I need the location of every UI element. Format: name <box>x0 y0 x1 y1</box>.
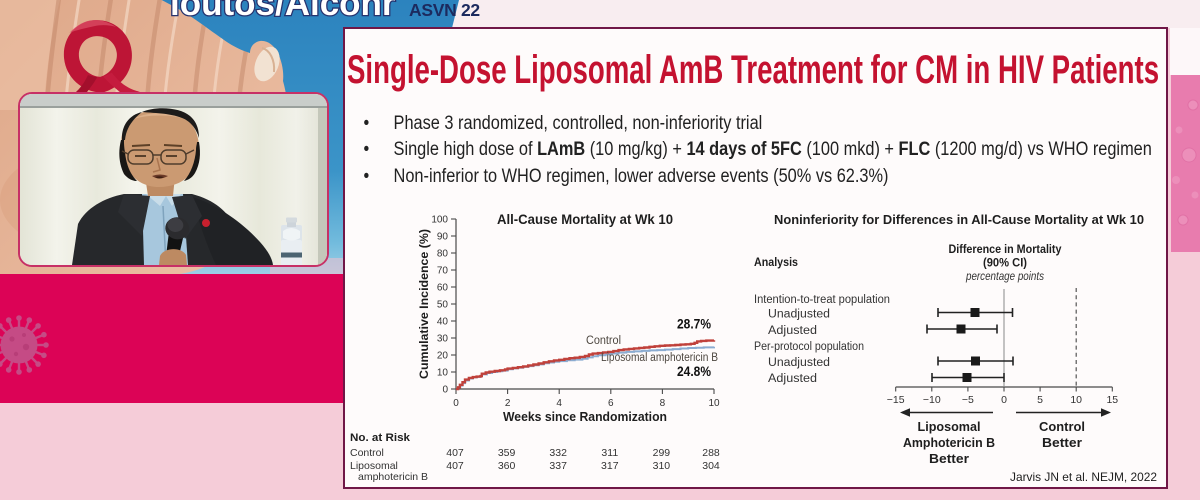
svg-text:40: 40 <box>437 317 449 328</box>
svg-text:80: 80 <box>437 249 449 260</box>
svg-text:20: 20 <box>437 351 449 362</box>
svg-text:Jarvis JN et al. NEJM, 2022: Jarvis JN et al. NEJM, 2022 <box>1010 470 1157 484</box>
svg-text:Control: Control <box>586 335 621 347</box>
svg-text:4: 4 <box>556 398 562 409</box>
svg-text:6: 6 <box>608 398 614 409</box>
svg-text:15: 15 <box>1106 394 1118 406</box>
svg-text:Control: Control <box>350 447 384 459</box>
svg-text:8: 8 <box>660 398 666 409</box>
svg-text:−10: −10 <box>923 394 941 406</box>
svg-text:Control: Control <box>1039 420 1085 434</box>
svg-text:10: 10 <box>708 398 720 409</box>
svg-text:Liposomal amphotericin B: Liposomal amphotericin B <box>601 352 718 364</box>
svg-text:ASVN 22: ASVN 22 <box>409 0 480 20</box>
svg-text:Weeks since Randomization: Weeks since Randomization <box>503 410 667 424</box>
svg-text:407: 407 <box>446 460 464 472</box>
svg-text:288: 288 <box>702 447 720 459</box>
svg-text:2: 2 <box>505 398 511 409</box>
svg-text:Unadjusted: Unadjusted <box>768 357 830 369</box>
svg-text:317: 317 <box>601 460 619 472</box>
svg-text:50: 50 <box>437 300 449 311</box>
svg-text:0: 0 <box>442 385 448 396</box>
svg-text:299: 299 <box>653 447 671 459</box>
svg-text:percentage points: percentage points <box>965 271 1044 283</box>
svg-text:−15: −15 <box>887 394 905 406</box>
svg-text:60: 60 <box>437 283 449 294</box>
svg-text:311: 311 <box>601 447 618 459</box>
svg-text:Better: Better <box>929 452 969 466</box>
svg-text:0: 0 <box>453 398 459 409</box>
svg-text:332: 332 <box>549 447 567 459</box>
svg-text:Analysis: Analysis <box>754 255 798 269</box>
svg-text:Liposomal: Liposomal <box>918 420 981 434</box>
svg-text:10: 10 <box>1070 394 1082 406</box>
svg-text:0: 0 <box>1001 394 1007 406</box>
svg-text:(90% CI): (90% CI) <box>983 256 1027 270</box>
svg-text:360: 360 <box>498 460 516 472</box>
svg-text:No. at Risk: No. at Risk <box>350 432 411 444</box>
svg-text:304: 304 <box>702 460 720 472</box>
svg-text:loutos/Alcohr: loutos/Alcohr <box>170 0 396 23</box>
svg-text:Liposomal: Liposomal <box>350 460 398 472</box>
svg-text:407: 407 <box>446 447 464 459</box>
svg-text:Noninferiority for Differences: Noninferiority for Differences in All-Ca… <box>774 212 1144 227</box>
svg-text:100: 100 <box>431 215 448 226</box>
svg-text:Per-protocol population: Per-protocol population <box>754 341 864 353</box>
svg-text:Intention-to-treat population: Intention-to-treat population <box>754 294 890 306</box>
svg-text:90: 90 <box>437 232 449 243</box>
svg-text:Unadjusted: Unadjusted <box>768 309 830 321</box>
svg-text:Amphotericin B: Amphotericin B <box>903 436 995 450</box>
svg-text:All-Cause Mortality at Wk 10: All-Cause Mortality at Wk 10 <box>497 212 673 227</box>
svg-text:10: 10 <box>437 368 449 379</box>
svg-text:30: 30 <box>437 334 449 345</box>
svg-text:5: 5 <box>1037 394 1043 406</box>
svg-text:Better: Better <box>1042 436 1082 450</box>
svg-text:28.7%: 28.7% <box>677 317 711 332</box>
svg-text:Difference in Mortality: Difference in Mortality <box>949 242 1062 256</box>
svg-text:Adjusted: Adjusted <box>768 373 817 385</box>
svg-text:337: 337 <box>549 460 567 472</box>
svg-text:359: 359 <box>498 447 516 459</box>
svg-text:70: 70 <box>437 266 449 277</box>
svg-text:−5: −5 <box>962 394 974 406</box>
svg-text:24.8%: 24.8% <box>677 364 711 379</box>
svg-text:amphotericin B: amphotericin B <box>358 471 428 483</box>
svg-text:Adjusted: Adjusted <box>768 325 817 337</box>
svg-text:310: 310 <box>653 460 671 472</box>
svg-text:Cumulative Incidence (%): Cumulative Incidence (%) <box>419 229 431 379</box>
